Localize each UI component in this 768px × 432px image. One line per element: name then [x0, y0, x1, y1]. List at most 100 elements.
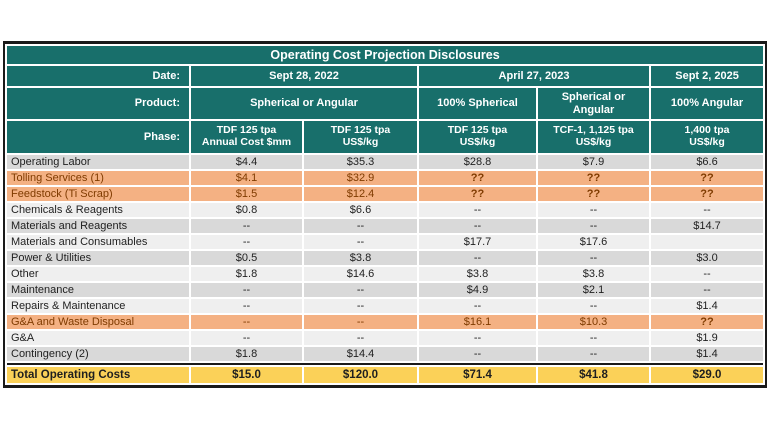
product-value: Spherical or Angular — [191, 88, 417, 119]
phase-line1: TCF-1, 1,125 tpa — [553, 124, 634, 137]
row-label: Power & Utilities — [7, 251, 189, 265]
cell-value: ?? — [651, 315, 764, 329]
table-row: Chemicals & Reagents $0.8 $6.6 -- -- -- — [7, 203, 764, 217]
cell-value: -- — [419, 219, 536, 233]
cell-value: $1.9 — [651, 331, 764, 345]
cell-value: -- — [191, 219, 302, 233]
table-row: Feedstock (Ti Scrap) $1.5 $12.4?????? — [7, 187, 764, 201]
table-row: Maintenance -- -- $4.9 $2.1 -- — [7, 283, 764, 297]
row-label: Feedstock (Ti Scrap) — [7, 187, 189, 201]
table-row: Tolling Services (1) $4.1 $32.9?????? — [7, 171, 764, 185]
table-row: Materials and Reagents -- -- -- -- $14.7 — [7, 219, 764, 233]
cell-value: $32.9 — [304, 171, 417, 185]
cell-value: ?? — [651, 187, 764, 201]
cell-value: $28.8 — [419, 155, 536, 169]
cell-value: -- — [419, 347, 536, 361]
cell-value: $10.3 — [538, 315, 649, 329]
cell-value: -- — [191, 283, 302, 297]
row-label: Materials and Consumables — [7, 235, 189, 249]
total-value: $41.8 — [538, 367, 649, 383]
cell-value: -- — [191, 299, 302, 313]
cell-value: $16.1 — [419, 315, 536, 329]
cell-value: -- — [304, 315, 417, 329]
table-row: G&A -- -- -- -- $1.9 — [7, 331, 764, 345]
table-body: Operating Cost Projection Disclosures Dat… — [7, 46, 764, 383]
cell-value: ?? — [651, 171, 764, 185]
row-label: Other — [7, 267, 189, 281]
phase-value: TCF-1, 1,125 tpa US$/kg — [538, 121, 649, 153]
cell-value: -- — [651, 203, 764, 217]
phase-line1: 1,400 tpa — [684, 124, 730, 137]
row-label: G&A — [7, 331, 189, 345]
cell-value: -- — [191, 235, 302, 249]
cell-value: -- — [304, 331, 417, 345]
date-row-label: Date: — [7, 66, 189, 86]
cell-value: -- — [538, 347, 649, 361]
cell-value: $35.3 — [304, 155, 417, 169]
cell-value: $0.5 — [191, 251, 302, 265]
cell-value: $1.5 — [191, 187, 302, 201]
cell-value: $3.8 — [304, 251, 417, 265]
cell-value: -- — [538, 251, 649, 265]
row-label: Chemicals & Reagents — [7, 203, 189, 217]
cell-value: $12.4 — [304, 187, 417, 201]
product-value: 100% Spherical — [419, 88, 536, 119]
cost-table-frame: Operating Cost Projection Disclosures Dat… — [3, 41, 767, 388]
total-row: Total Operating Costs $15.0 $120.0 $71.4 $41… — [7, 367, 764, 383]
cell-value: $14.6 — [304, 267, 417, 281]
phase-line2: Annual Cost $mm — [201, 136, 292, 148]
table-title: Operating Cost Projection Disclosures — [7, 46, 764, 64]
row-label: Contingency (2) — [7, 347, 189, 361]
cell-value: -- — [538, 331, 649, 345]
cell-value: $7.9 — [538, 155, 649, 169]
phase-line1: TDF 125 tpa — [447, 124, 508, 137]
separator-line — [7, 363, 764, 365]
cell-value: $4.1 — [191, 171, 302, 185]
cell-value: -- — [304, 283, 417, 297]
phase-value: 1,400 tpa US$/kg — [651, 121, 764, 153]
cell-value: -- — [419, 299, 536, 313]
cell-value: -- — [419, 331, 536, 345]
cell-value: -- — [538, 299, 649, 313]
operating-cost-table: Operating Cost Projection Disclosures Dat… — [5, 44, 766, 385]
date-value: Sept 28, 2022 — [191, 66, 417, 86]
phase-line1: TDF 125 tpa — [330, 124, 391, 137]
header-row-date: Date: Sept 28, 2022 April 27, 2023 Sept 2, … — [7, 66, 764, 86]
cell-value: $3.8 — [538, 267, 649, 281]
cell-value: $4.9 — [419, 283, 536, 297]
total-value: $15.0 — [191, 367, 302, 383]
cell-value: $4.4 — [191, 155, 302, 169]
row-label: Tolling Services (1) — [7, 171, 189, 185]
row-label: Repairs & Maintenance — [7, 299, 189, 313]
total-value: $29.0 — [651, 367, 764, 383]
cell-value: ?? — [538, 187, 649, 201]
cell-value: -- — [419, 251, 536, 265]
cell-value: $1.4 — [651, 299, 764, 313]
cell-value: -- — [304, 299, 417, 313]
table-row: Contingency (2) $1.8 $14.4 -- -- $1.4 — [7, 347, 764, 361]
phase-value: TDF 125 tpa US$/kg — [419, 121, 536, 153]
cell-value: $17.7 — [419, 235, 536, 249]
cell-value: $1.8 — [191, 347, 302, 361]
phase-line1: TDF 125 tpa — [216, 124, 277, 137]
cell-value: -- — [651, 267, 764, 281]
date-value: Sept 2, 2025 — [651, 66, 764, 86]
row-label: Materials and Reagents — [7, 219, 189, 233]
cell-value: $1.4 — [651, 347, 764, 361]
cell-value — [651, 235, 764, 249]
total-value: $120.0 — [304, 367, 417, 383]
header-row-product: Product: Spherical or Angular 100% Spheric… — [7, 88, 764, 119]
cell-value: ?? — [538, 171, 649, 185]
cell-value: ?? — [419, 187, 536, 201]
table-row: Materials and Consumables -- -- $17.7 $17.6 — [7, 235, 764, 249]
date-value: April 27, 2023 — [419, 66, 649, 86]
table-row: Other $1.8 $14.6 $3.8 $3.8 -- — [7, 267, 764, 281]
cell-value: $3.0 — [651, 251, 764, 265]
row-label: Operating Labor — [7, 155, 189, 169]
cell-value: $14.7 — [651, 219, 764, 233]
title-row: Operating Cost Projection Disclosures — [7, 46, 764, 64]
total-value: $71.4 — [419, 367, 536, 383]
cell-value: -- — [191, 331, 302, 345]
cell-value: $14.4 — [304, 347, 417, 361]
cell-value: $1.8 — [191, 267, 302, 281]
